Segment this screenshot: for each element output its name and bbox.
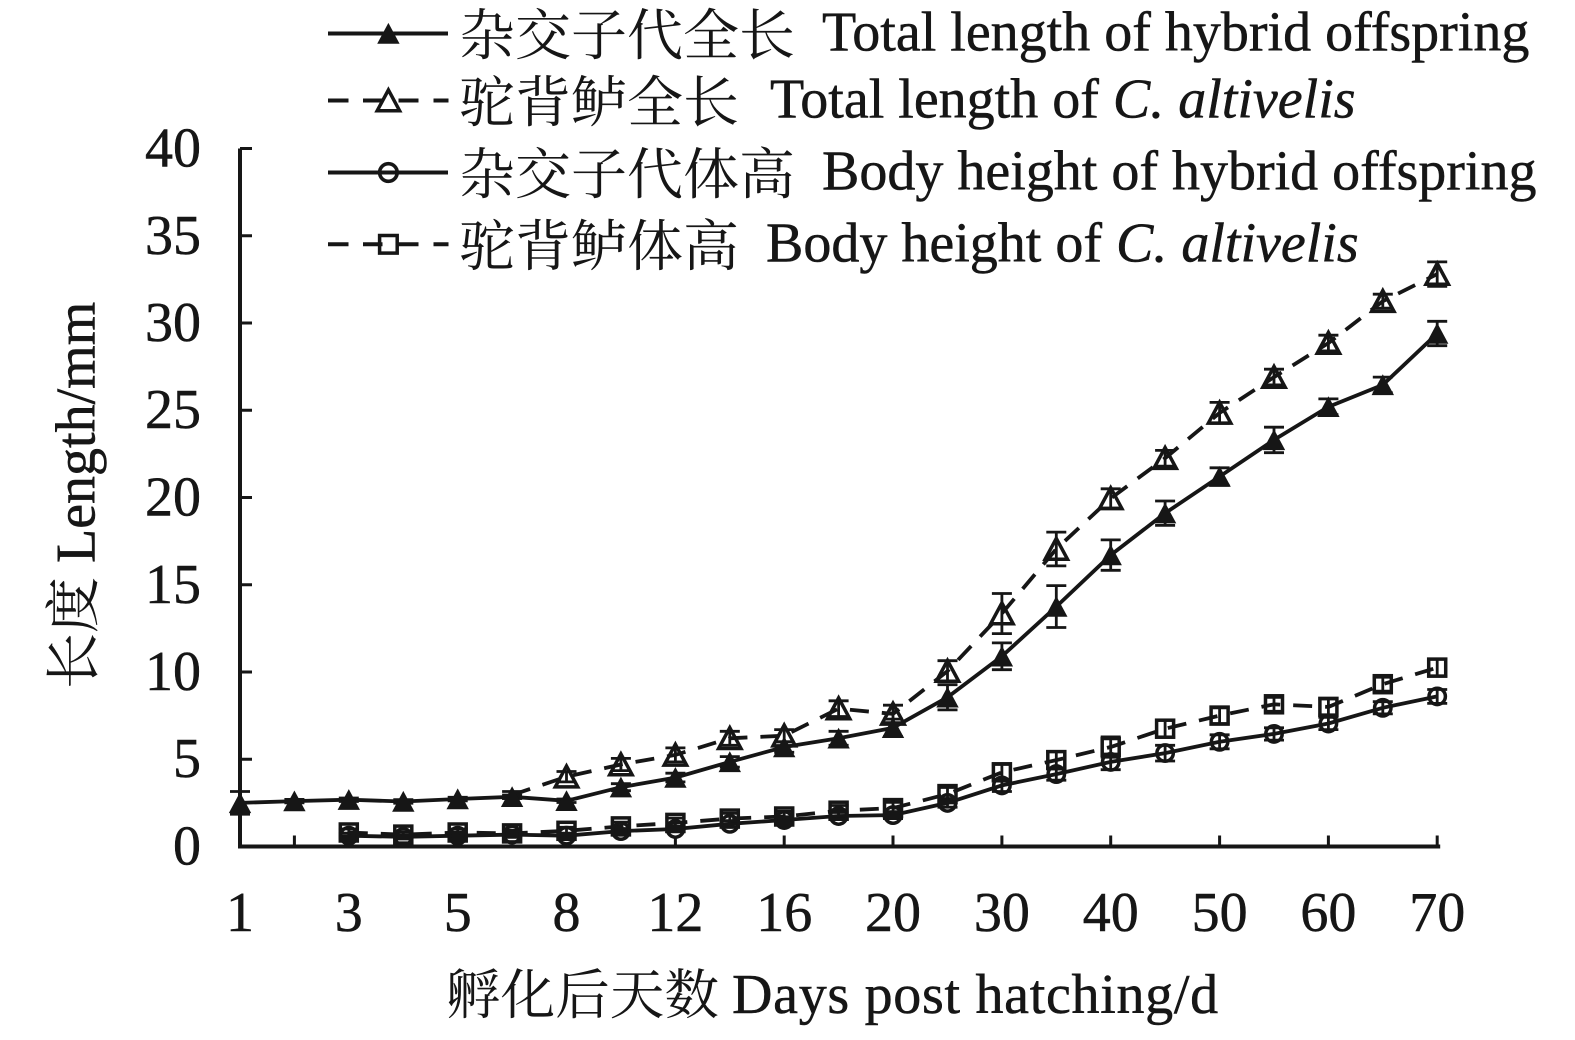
svg-text:12: 12 (647, 882, 703, 944)
svg-text:35: 35 (145, 205, 201, 267)
svg-text:Body height of C. altivelis: Body height of C. altivelis (766, 212, 1359, 274)
svg-text:8: 8 (553, 882, 581, 944)
svg-text:20: 20 (865, 882, 921, 944)
svg-text:0: 0 (173, 816, 201, 878)
svg-text:40: 40 (145, 118, 201, 180)
svg-text:Body height of hybrid offsprin: Body height of hybrid offspring (822, 141, 1536, 203)
svg-text:16: 16 (756, 882, 812, 944)
svg-text:5: 5 (444, 882, 472, 944)
svg-text:30: 30 (974, 882, 1030, 944)
svg-text:40: 40 (1083, 882, 1139, 944)
svg-text:10: 10 (145, 641, 201, 703)
svg-text:30: 30 (145, 292, 201, 354)
svg-text:50: 50 (1192, 882, 1248, 944)
svg-text:3: 3 (335, 882, 363, 944)
svg-text:15: 15 (145, 554, 201, 616)
svg-text:25: 25 (145, 379, 201, 441)
svg-text:Length/mm: Length/mm (46, 302, 108, 563)
svg-text:70: 70 (1409, 882, 1465, 944)
svg-text:Total length of C. altivelis: Total length of C. altivelis (770, 69, 1356, 131)
svg-text:Total length of hybrid offspri: Total length of hybrid offspring (822, 2, 1529, 64)
svg-text:Days post hatching/d: Days post hatching/d (732, 964, 1219, 1026)
svg-text:5: 5 (173, 728, 201, 790)
svg-text:20: 20 (145, 467, 201, 529)
svg-text:1: 1 (226, 882, 254, 944)
svg-text:60: 60 (1300, 882, 1356, 944)
